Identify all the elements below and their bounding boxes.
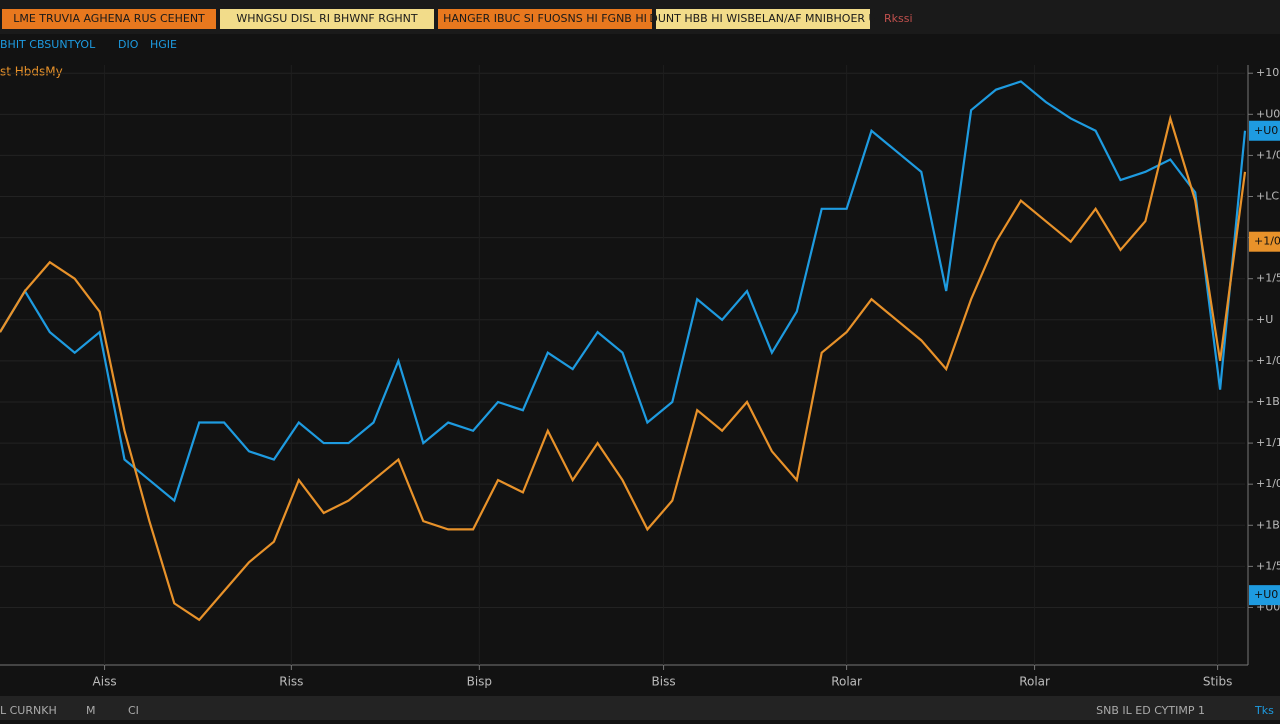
toolbar-tab bbox=[656, 9, 870, 29]
y-tick-label: +1/1 bbox=[1256, 436, 1280, 449]
toolbar-tab bbox=[2, 9, 216, 29]
x-tick-label: Riss bbox=[279, 675, 303, 689]
x-tick-label: Bisp bbox=[467, 675, 492, 689]
y-tick-label: +1B bbox=[1256, 395, 1280, 408]
x-tick-label: Rolar bbox=[831, 675, 862, 689]
y-tick-label: +1B bbox=[1256, 518, 1280, 531]
value-tag bbox=[1249, 120, 1280, 141]
footer-label: Tks bbox=[1254, 704, 1274, 717]
value-tag-label: +1/0 bbox=[1254, 235, 1280, 248]
toolbar-label: LME TRUVIA AGHENA RUS CEHENT bbox=[13, 12, 205, 25]
chart-title: st HbdsMy bbox=[0, 65, 63, 79]
subbar-label: HGIE bbox=[150, 38, 177, 51]
value-tag bbox=[1249, 231, 1280, 252]
series-line bbox=[0, 114, 1247, 622]
footer-label: M bbox=[86, 704, 96, 717]
x-tick-label: Stibs bbox=[1203, 675, 1233, 689]
toolbar-tab bbox=[220, 9, 434, 29]
footer-bg bbox=[0, 696, 1280, 720]
toolbar-label: WHNGSU DISL RI BHWNF RGHNT bbox=[236, 12, 418, 25]
toolbar-label: HANGER IBUC SI FUOSNS HI FGNB HI bbox=[443, 12, 647, 25]
toolbar-tab bbox=[438, 9, 652, 29]
x-tick-label: Biss bbox=[652, 675, 676, 689]
footer-label: CI bbox=[128, 704, 139, 717]
y-tick-label: +1/0 bbox=[1256, 477, 1280, 490]
subbar-label: BHIT CBSUNTYOL bbox=[0, 38, 96, 51]
y-tick-label: +1/5 bbox=[1256, 272, 1280, 285]
x-tick-label: Aiss bbox=[93, 675, 117, 689]
footer-label: SNB IL ED CYTIMP 1 bbox=[1096, 704, 1205, 717]
series-line bbox=[0, 80, 1247, 503]
y-tick-label: +U bbox=[1256, 313, 1273, 326]
toolbar-label: DUNT HBB HI WISBELAN/AF MNIBHOER U bbox=[649, 12, 876, 25]
y-tick-label: +1/5 bbox=[1256, 559, 1280, 572]
x-tick-label: Rolar bbox=[1019, 675, 1050, 689]
value-tag bbox=[1249, 585, 1280, 606]
y-tick-label: +1/0 bbox=[1256, 148, 1280, 161]
toolbar-extra: Rkssi bbox=[884, 12, 913, 25]
footer-label: L CURNKH bbox=[0, 704, 57, 717]
y-tick-label: +LC bbox=[1256, 190, 1279, 203]
y-tick-label: +U0 bbox=[1256, 107, 1280, 120]
y-tick-label: +10 bbox=[1256, 66, 1279, 79]
subbar-label: DIO bbox=[118, 38, 139, 51]
value-tag-label: +U0 bbox=[1254, 124, 1278, 137]
y-tick-label: +1/0 bbox=[1256, 354, 1280, 367]
value-tag-label: +U0 bbox=[1254, 588, 1278, 601]
